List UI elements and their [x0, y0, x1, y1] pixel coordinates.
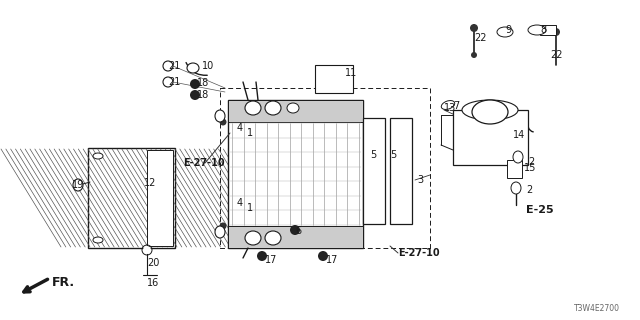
- Bar: [507, 160, 522, 178]
- Ellipse shape: [187, 63, 199, 73]
- Text: 3: 3: [417, 175, 423, 185]
- Ellipse shape: [220, 118, 227, 125]
- Ellipse shape: [528, 25, 546, 35]
- Ellipse shape: [73, 179, 83, 191]
- Ellipse shape: [163, 77, 173, 87]
- Text: E-25: E-25: [526, 205, 554, 215]
- Text: 22: 22: [550, 50, 563, 60]
- Text: 5: 5: [390, 150, 396, 160]
- Ellipse shape: [245, 101, 261, 115]
- Text: 1: 1: [247, 203, 253, 213]
- Text: 5: 5: [370, 150, 376, 160]
- Text: 21: 21: [168, 61, 180, 71]
- Ellipse shape: [472, 100, 508, 124]
- Text: E-27-10: E-27-10: [183, 158, 225, 168]
- Text: 20: 20: [147, 258, 159, 268]
- Bar: [315, 65, 353, 93]
- Ellipse shape: [552, 28, 560, 36]
- Ellipse shape: [513, 151, 523, 163]
- Ellipse shape: [215, 226, 225, 238]
- Ellipse shape: [318, 251, 328, 261]
- Text: FR.: FR.: [52, 276, 75, 289]
- Ellipse shape: [257, 251, 267, 261]
- Ellipse shape: [497, 27, 513, 37]
- Bar: [228, 100, 363, 122]
- Text: 9: 9: [505, 25, 511, 35]
- Text: T3W4E2700: T3W4E2700: [574, 304, 620, 313]
- Ellipse shape: [143, 246, 151, 254]
- Text: E-27-10: E-27-10: [398, 248, 440, 258]
- Text: 17: 17: [265, 255, 277, 265]
- Text: 22: 22: [474, 33, 486, 43]
- Text: 17: 17: [326, 255, 339, 265]
- Bar: [228, 226, 363, 248]
- Text: 11: 11: [345, 68, 357, 78]
- Text: 19: 19: [72, 180, 84, 190]
- Bar: [540, 25, 556, 35]
- Ellipse shape: [163, 61, 173, 71]
- Text: 10: 10: [202, 61, 214, 71]
- Bar: [390, 118, 412, 224]
- Ellipse shape: [245, 231, 261, 245]
- Ellipse shape: [265, 101, 281, 115]
- Text: 6: 6: [295, 226, 301, 236]
- Ellipse shape: [215, 110, 225, 122]
- Ellipse shape: [511, 182, 521, 194]
- Text: 14: 14: [513, 130, 525, 140]
- Ellipse shape: [190, 90, 200, 100]
- Text: 21: 21: [168, 77, 180, 87]
- Text: 4: 4: [237, 198, 243, 208]
- Ellipse shape: [190, 79, 200, 89]
- Text: 16: 16: [147, 278, 159, 288]
- Ellipse shape: [290, 225, 300, 235]
- Ellipse shape: [442, 100, 454, 109]
- Ellipse shape: [287, 103, 299, 113]
- Text: 12: 12: [144, 178, 156, 188]
- Ellipse shape: [93, 153, 103, 159]
- Bar: [453, 110, 528, 165]
- Bar: [147, 150, 173, 246]
- Text: 8: 8: [540, 25, 546, 35]
- Bar: [88, 148, 175, 248]
- Text: 13: 13: [444, 103, 456, 113]
- Ellipse shape: [462, 100, 518, 120]
- Bar: [363, 118, 385, 224]
- Text: 4: 4: [237, 123, 243, 133]
- Ellipse shape: [220, 222, 227, 229]
- Bar: [228, 100, 363, 248]
- Text: 7: 7: [453, 101, 460, 111]
- Text: 18: 18: [197, 78, 209, 88]
- Text: 1: 1: [247, 128, 253, 138]
- Text: 2: 2: [526, 185, 532, 195]
- Ellipse shape: [265, 231, 281, 245]
- Ellipse shape: [471, 52, 477, 58]
- Text: 15: 15: [524, 163, 536, 173]
- Ellipse shape: [470, 24, 478, 32]
- Bar: [220, 88, 430, 248]
- Text: 2: 2: [528, 157, 534, 167]
- Ellipse shape: [93, 237, 103, 243]
- Text: 18: 18: [197, 90, 209, 100]
